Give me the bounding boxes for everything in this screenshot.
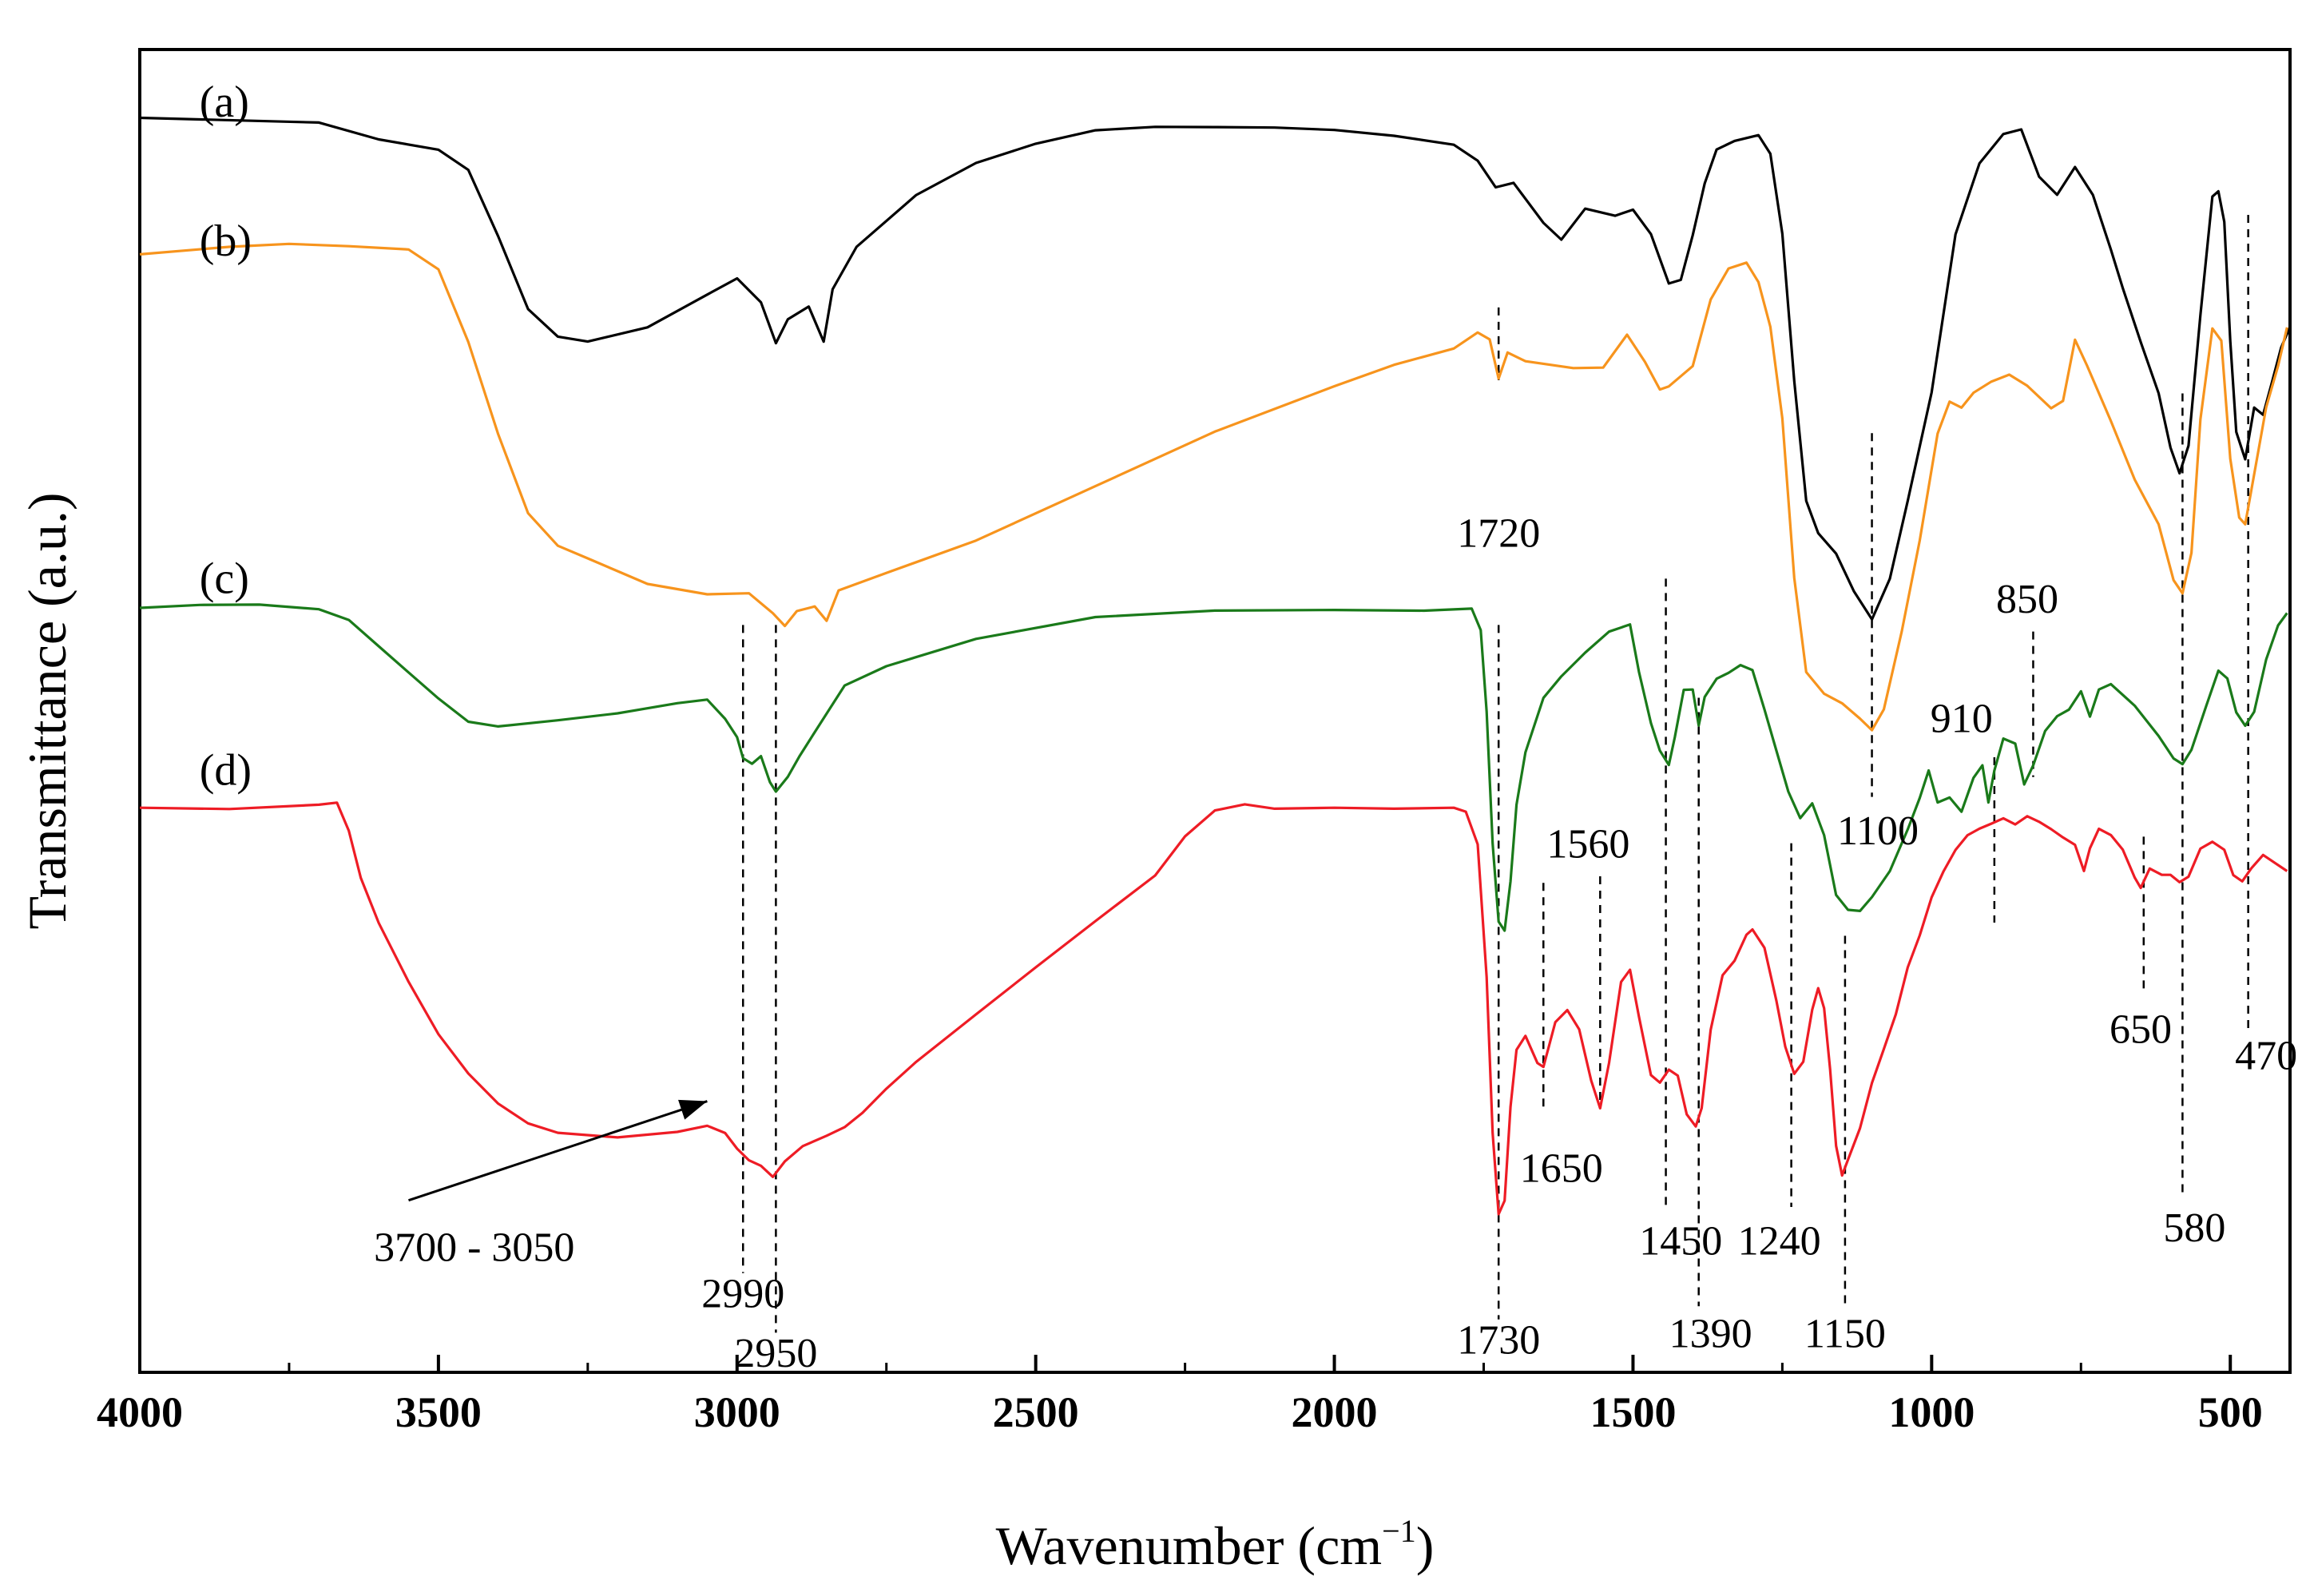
peak-annotations: 1720 2990 2950 1730 1560 1650 1450 1390 1240 1150… [374, 510, 2297, 1376]
peak-label: 1100 [1837, 808, 1919, 854]
peak-label: 1730 [1457, 1318, 1540, 1364]
trace-label: (c) [200, 554, 249, 603]
peak-label: 1240 [1738, 1218, 1821, 1264]
x-tick-label: 2000 [1292, 1388, 1378, 1436]
x-tick-label: 1000 [1888, 1388, 1975, 1436]
trace-label: (d) [200, 746, 252, 796]
y-axis-title: Transmittance (a.u.) [17, 492, 77, 929]
peak-label: 1720 [1457, 510, 1540, 556]
x-axis-title: Wavenumber (cm−1) [996, 1513, 1435, 1576]
plot-frame [138, 48, 2292, 1374]
x-axis-title-close: ) [1416, 1515, 1435, 1576]
series-line-3 [139, 801, 2288, 1216]
peak-label: 1650 [1520, 1145, 1603, 1191]
peak-label: 1390 [1669, 1311, 1752, 1356]
peak-label: 2950 [734, 1331, 817, 1376]
x-axis-title-main: Wavenumber (cm [996, 1515, 1383, 1576]
peak-label: 2990 [701, 1272, 784, 1317]
trace-label: (b) [200, 216, 252, 266]
peak-label: 1450 [1639, 1218, 1722, 1264]
plot-border [138, 48, 2292, 1374]
x-tick-label: 500 [2198, 1388, 2263, 1436]
x-tick-label: 1500 [1590, 1388, 1676, 1436]
series-layer [139, 116, 2292, 1216]
x-tick-label: 4000 [97, 1388, 183, 1436]
x-tick-label: 2500 [993, 1388, 1079, 1436]
series-line-1 [139, 242, 2288, 732]
arrow-line [408, 1100, 708, 1202]
peak-label: 1560 [1546, 822, 1629, 867]
peak-label: 1150 [1804, 1311, 1886, 1356]
peak-label: 850 [1996, 577, 2058, 622]
peak-label: 470 [2235, 1034, 2297, 1079]
x-tick-label: 3500 [395, 1388, 482, 1436]
peak-label: 650 [2110, 1006, 2172, 1052]
peak-label: 580 [2163, 1205, 2225, 1251]
x-axis-title-superscript: −1 [1382, 1513, 1416, 1549]
annotation-leader-lines [742, 215, 2249, 1333]
arrow-head [678, 1099, 708, 1120]
x-tick-label: 3000 [694, 1388, 780, 1436]
peak-label: 910 [1931, 696, 1993, 741]
arrow-label: 3700 - 3050 [374, 1225, 574, 1271]
series-line-2 [139, 603, 2288, 932]
series-line-0 [139, 116, 2292, 621]
trace-labels: (a) (b) (c) (d) [200, 77, 252, 795]
x-axis-ticks: 4000 3500 3000 2500 2000 1500 1000 500 [97, 1355, 2263, 1436]
trace-label: (a) [200, 77, 249, 127]
